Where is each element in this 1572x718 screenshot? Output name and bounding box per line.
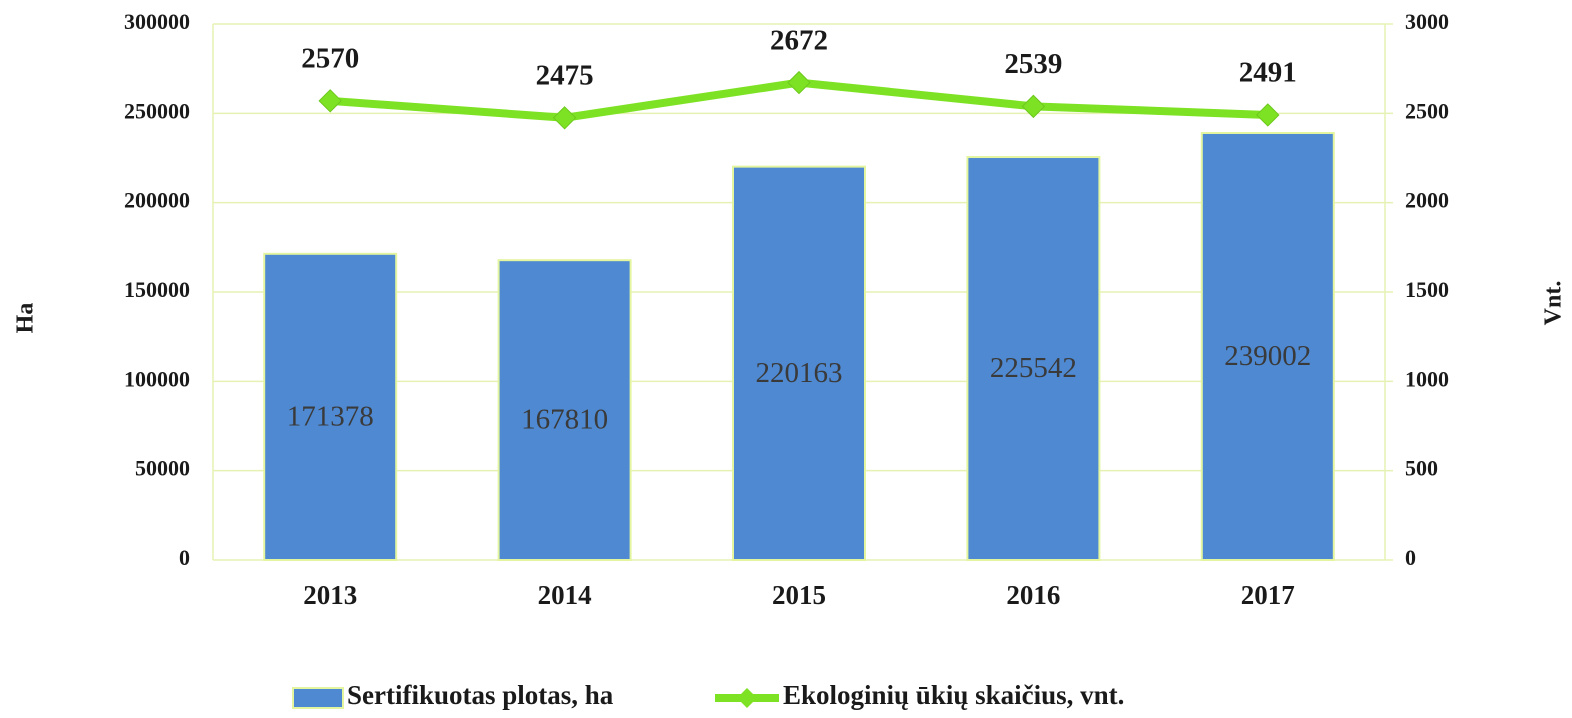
y-tick-label: 100000 [124,366,190,391]
y2-tick-label: 1500 [1405,277,1449,302]
line-marker [1257,104,1279,126]
line-marker [319,90,341,112]
line-value-label: 2570 [301,42,359,74]
legend-label: Sertifikuotas plotas, ha [347,680,614,710]
y-tick-label: 150000 [124,277,190,302]
bar-value-label: 220163 [756,357,843,389]
x-tick-label: 2013 [303,580,357,610]
y-tick-label: 0 [179,545,190,570]
line-value-label: 2672 [770,24,828,56]
x-tick-label: 2016 [1006,580,1060,610]
y2-tick-label: 500 [1405,456,1438,481]
line-value-label: 2491 [1239,57,1297,89]
line-marker [554,107,576,129]
x-tick-label: 2014 [538,580,592,610]
bar-value-label: 225542 [990,352,1077,384]
chart: Ha Vnt. 0 50000 100000 150000 200000 250000 30… [0,0,1572,718]
y2-tick-label: 2000 [1405,188,1449,213]
y-axis-label: Ha [13,303,39,334]
bar-value-label: 167810 [521,404,608,436]
y2-tick-label: 3000 [1405,9,1449,34]
y-tick-label: 50000 [135,456,190,481]
y2-tick-label: 2500 [1405,98,1449,123]
y-tick-label: 300000 [124,9,190,34]
y-tick-label: 250000 [124,98,190,123]
x-tick-label: 2015 [772,580,826,610]
x-tick-label: 2017 [1241,580,1295,610]
legend-marker [737,688,757,708]
y2-tick-label: 0 [1405,545,1416,570]
line-marker [788,72,810,94]
legend-label: Ekologinių ūkių skaičius, vnt. [783,680,1124,710]
line-value-label: 2539 [1004,48,1062,80]
bar-value-label: 171378 [287,401,374,433]
y2-tick-label: 1000 [1405,366,1449,391]
y2-axis-label: Vnt. [1541,281,1567,326]
legend-swatch [293,688,343,708]
y-tick-label: 200000 [124,188,190,213]
line-value-label: 2475 [536,59,594,91]
bar-value-label: 239002 [1224,340,1311,372]
